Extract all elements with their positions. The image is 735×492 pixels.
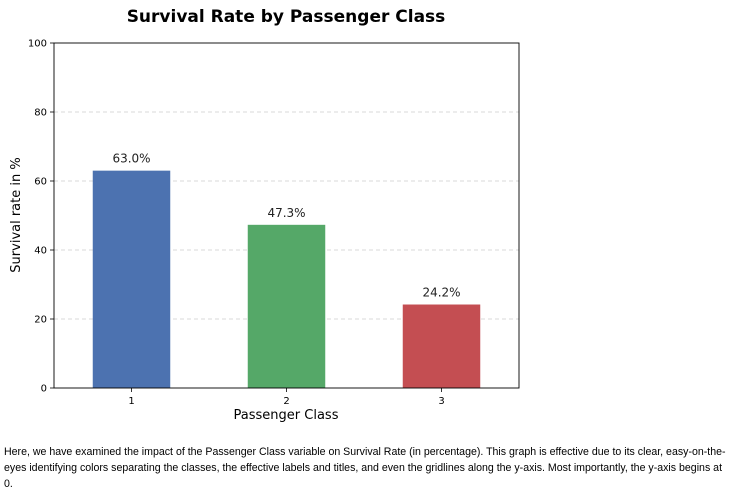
bar-value-label: 24.2% <box>422 286 460 300</box>
y-tick-label: 80 <box>34 108 47 119</box>
chart-title: Survival Rate by Passenger Class <box>127 7 446 27</box>
data-labels: 63.0% 47.3% 24.2% <box>112 152 460 300</box>
chart-svg: Survival Rate by Passenger Class 63.0% 47… <box>9 7 520 423</box>
plot-frame <box>53 42 520 389</box>
x-tick-label: 3 <box>438 396 444 407</box>
y-axis-label: Survival rate in % <box>9 157 24 272</box>
y-tick-label: 0 <box>41 384 47 395</box>
bar-value-label: 47.3% <box>267 206 305 220</box>
bar-class-3 <box>402 304 481 388</box>
bar-class-1 <box>92 170 171 388</box>
y-tick-label: 100 <box>28 39 47 50</box>
x-axis-label: Passenger Class <box>234 408 339 423</box>
x-tick-label: 1 <box>128 396 134 407</box>
x-tick-label: 2 <box>283 396 289 407</box>
y-tick-label: 40 <box>34 246 47 257</box>
bar-class-2 <box>247 224 326 388</box>
y-tick-label: 60 <box>34 177 47 188</box>
y-tick-label: 20 <box>34 315 47 326</box>
caption-text: Here, we have examined the impact of the… <box>4 446 726 490</box>
axes: 0 20 40 60 80 100 1 2 3 <box>28 39 520 407</box>
chart: Survival Rate by Passenger Class 63.0% 47… <box>9 7 520 423</box>
bar-value-label: 63.0% <box>112 152 150 166</box>
bars <box>92 170 481 388</box>
